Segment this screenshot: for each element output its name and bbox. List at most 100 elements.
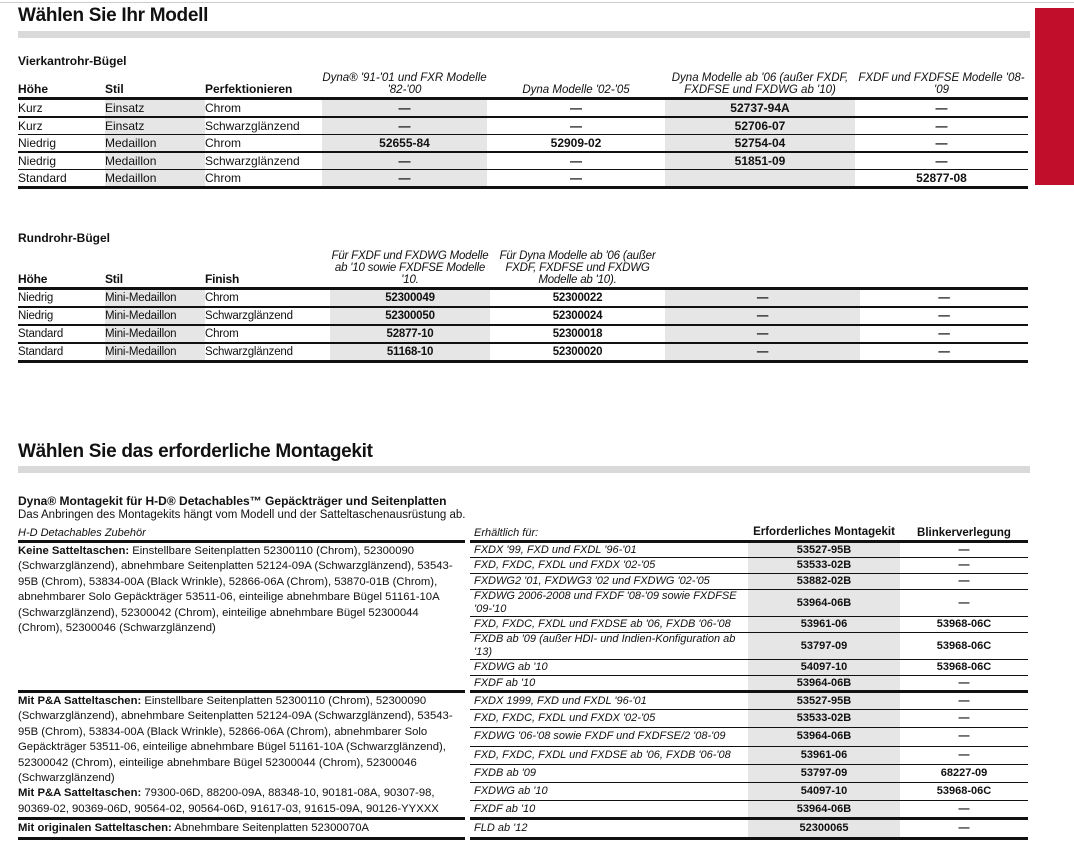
table-cell: 51851-09 [665,152,855,170]
kit-row: FXDWG ab '10 54097-10 53968-06C [18,659,1028,676]
available-for-cell: FXDWG ab '10 [470,782,748,802]
accessory-label: Mit originalen Satteltaschen: [18,822,172,835]
table-cell: — [860,343,1028,363]
kit-row: FXD, FXDC, FXDL und FXDX '02-'05 53533-02… [18,557,1028,574]
round-table-title: Rundrohr-Bügel [18,231,110,245]
table-cell: Niedrig [18,134,105,153]
accessory-paragraph: Mit originalen Satteltaschen: Abnehmbare… [18,821,457,836]
kit-number-cell: 53533-02B [748,709,900,729]
table-cell: Niedrig [18,288,105,308]
column-header-blinker: Blinkerverlegung [900,526,1028,543]
table-row: Standard Mini-Medaillon Chrom 52877-10 52300… [18,325,1028,344]
accessory-group-cell: Mit P&A Satteltaschen: Einstellbare Seit… [18,691,465,821]
available-for-cell: FXDWG2 '01, FXDWG3 '02 und FXDWG '02-'05 [470,573,748,590]
accessory-paragraph: Keine Satteltaschen: Einstellbare Seiten… [18,544,457,636]
title-underline-bar-2 [18,466,1030,473]
table-cell: — [855,152,1028,170]
table-cell: Chrom [205,134,322,153]
accessory-label: Keine Satteltaschen: [18,545,130,557]
column-header: FXDF und FXDFSE Modelle '08-'09 [855,72,1028,100]
column-header-kit: Erforderliches Montagekit [748,526,900,543]
column-header-available: Erhältlich für: [470,526,748,543]
available-for-cell: FXDX '99, FXD und FXDL '96-'01 [470,541,748,558]
kit-number-cell: 53964-06B [748,675,900,693]
blinker-cell: — [900,800,1028,821]
kit-number-cell: 53961-06 [748,616,900,633]
table-cell: 52737-94A [665,98,855,118]
kit-note: Das Anbringen des Montagekits hängt vom … [18,509,466,521]
table-cell: — [322,169,487,189]
table-cell: Schwarzglänzend [205,152,322,170]
blinker-cell: 53968-06C [900,616,1028,633]
column-header-accessory: H-D Detachables Zubehör [18,526,465,543]
table-cell: Schwarzglänzend [205,117,322,135]
table-row: Kurz Einsatz Chrom — —52737-94A — [18,98,1028,118]
kit-row: FXDB ab '09 (außer HDI- und Indien-Konfi… [18,632,1028,660]
square-bar-table: Höhe Stil Perfektionieren Dyna® '91-'01 und… [18,72,1028,189]
kit-row: Mit originalen Satteltaschen: Abnehmbare… [18,818,1028,840]
table-cell: Einsatz [105,98,205,118]
kit-row: FXDWG 2006-2008 und FXDF '08-'09 sowie F… [18,589,1028,617]
table-cell: Chrom [205,325,330,344]
column-header: Perfektionieren [205,72,322,100]
accessory-label: Mit P&A Satteltaschen: [18,695,142,707]
kit-number-cell: 53964-06B [748,727,900,747]
table-cell: Einsatz [105,117,205,135]
accessory-paragraph: Mit P&A Satteltaschen: 79300-06D, 88200-… [18,786,457,817]
accessory-label: Mit P&A Satteltaschen: [18,787,142,800]
kit-number-cell: 53964-06B [748,800,900,821]
kit-row: Keine Satteltaschen: Einstellbare Seiten… [18,541,1028,693]
column-header [860,250,1028,290]
kit-row: FXD, FXDC, FXDL und FXDSE ab '06, FXDB '… [18,616,1028,633]
blinker-cell: — [900,541,1028,558]
blinker-cell: — [900,691,1028,711]
blinker-cell: — [900,589,1028,617]
kit-number-cell: 53533-02B [748,557,900,574]
available-for-cell: FXDF ab '10 [470,800,748,821]
table-cell: Niedrig [18,152,105,170]
accessory-group-cell: Keine Satteltaschen: Einstellbare Seiten… [18,541,465,693]
column-header: Für Dyna Modelle ab '06 (außer FXDF, FXD… [490,250,665,290]
section-title-kit: Wählen Sie das erforderliche Montagekit [18,441,373,462]
table-cell: — [860,307,1028,326]
top-rule [0,2,1074,3]
blinker-cell: — [900,709,1028,729]
table-cell: — [855,134,1028,153]
available-for-cell: FXDB ab '09 (außer HDI- und Indien-Konfi… [470,632,748,660]
table-cell: 52300049 [330,288,490,308]
kit-number-cell: 53961-06 [748,746,900,765]
column-header: Stil [105,72,205,100]
accessory-text: Einstellbare Seitenplatten 52300110 (Chr… [18,545,453,635]
table-cell: — [487,152,665,170]
table-cell: Chrom [205,98,322,118]
table-cell: Mini-Medaillon [105,307,205,326]
table-cell: — [665,343,860,363]
square-table-title: Vierkantrohr-Bügel [18,54,127,68]
accessory-paragraph: Mit P&A Satteltaschen: Einstellbare Seit… [18,694,457,786]
available-for-cell: FXDX 1999, FXD und FXDL '96-'01 [470,691,748,711]
blinker-cell: — [900,573,1028,590]
blinker-cell: 53968-06C [900,659,1028,676]
table-cell: Niedrig [18,307,105,326]
column-header [665,250,860,290]
kit-row: FXDWG2 '01, FXDWG3 '02 und FXDWG '02-'05… [18,573,1028,590]
column-header: Stil [105,250,205,290]
blinker-cell: 53968-06C [900,632,1028,660]
table-cell: Mini-Medaillon [105,343,205,363]
table-row: Niedrig Medaillon Schwarzglänzend — —51851-0… [18,152,1028,170]
kit-number-cell: 53797-09 [748,632,900,660]
available-for-cell: FXD, FXDC, FXDL und FXDSE ab '06, FXDB '… [470,616,748,633]
table-cell: — [855,117,1028,135]
available-for-cell: FXDWG 2006-2008 und FXDF '08-'09 sowie F… [470,589,748,617]
available-for-cell: FXDWG '06-'08 sowie FXDF und FXDFSE/2 '0… [470,727,748,747]
table-cell: — [855,98,1028,118]
table-cell: — [665,307,860,326]
table-cell: Standard [18,169,105,189]
table-cell: 52655-84 [322,134,487,153]
table-cell: — [665,288,860,308]
table-cell: — [322,152,487,170]
kit-row: FXDWG '06-'08 sowie FXDF und FXDFSE/2 '0… [18,727,1028,747]
kit-row: FXD, FXDC, FXDL und FXDX '02-'05 53533-02… [18,709,1028,729]
blinker-cell: — [900,727,1028,747]
section-title-model: Wählen Sie Ihr Modell [18,5,209,26]
